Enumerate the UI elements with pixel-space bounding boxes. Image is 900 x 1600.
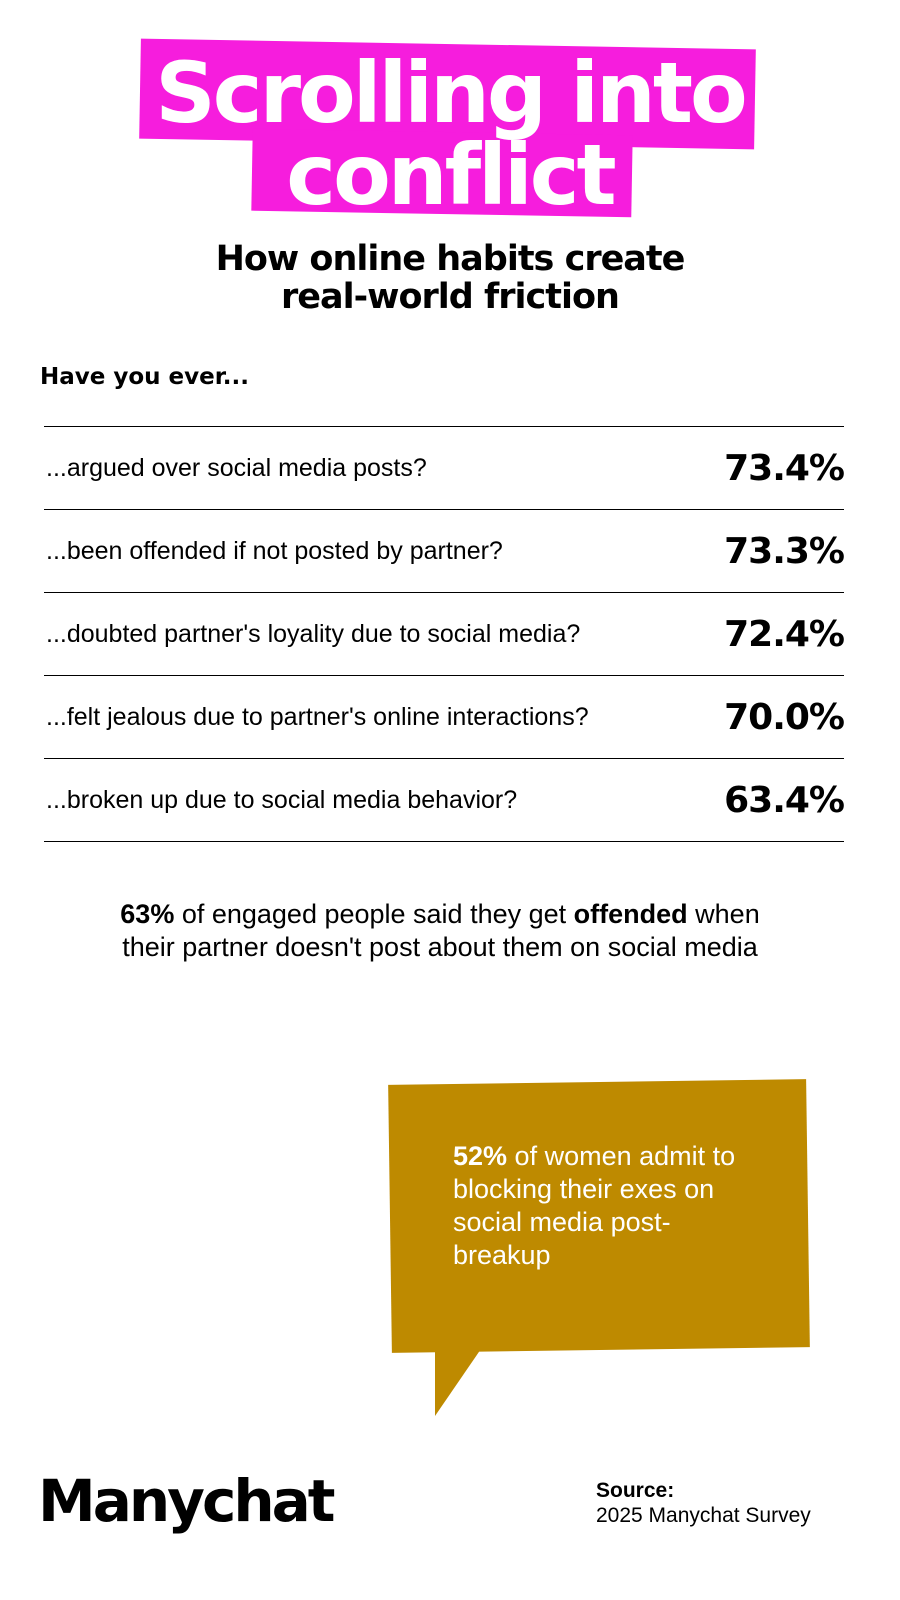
- row-question: ...been offended if not posted by partne…: [46, 536, 503, 565]
- engaged-stat: 63% of engaged people said they get offe…: [100, 898, 780, 964]
- source-label: Source:: [596, 1479, 675, 1502]
- stat-percent: 63%: [120, 899, 175, 929]
- survey-table: ...argued over social media posts? 73.4%…: [44, 426, 845, 842]
- row-question: ...broken up due to social media behavio…: [46, 785, 518, 814]
- stat-emphasis: offended: [573, 899, 688, 929]
- row-question: ...felt jealous due to partner's online …: [46, 702, 589, 731]
- stat-part-1: of engaged people said they get: [174, 899, 574, 929]
- bubble-body: of women admit to blocking their exes on…: [453, 1141, 736, 1270]
- row-value: 63.4%: [724, 779, 845, 821]
- source-note: Source: 2025 Manychat Survey: [596, 1478, 811, 1528]
- row-value: 70.0%: [724, 696, 845, 738]
- row-question: ...argued over social media posts?: [46, 453, 427, 482]
- row-value: 73.4%: [724, 447, 845, 489]
- row-value: 72.4%: [724, 613, 845, 655]
- title-line-1: Scrolling into: [155, 44, 747, 142]
- survey-row: ...broken up due to social media behavio…: [44, 758, 845, 842]
- survey-row: ...argued over social media posts? 73.4%: [44, 426, 845, 509]
- survey-row: ...felt jealous due to partner's online …: [44, 675, 845, 758]
- page-title: Scrolling into conflict: [0, 44, 900, 224]
- subtitle-line-2: real-world friction: [281, 277, 620, 317]
- survey-row: ...doubted partner's loyality due to soc…: [44, 592, 845, 675]
- title-line-2: conflict: [286, 126, 616, 224]
- row-value: 73.3%: [724, 530, 845, 572]
- row-question: ...doubted partner's loyality due to soc…: [46, 619, 581, 648]
- subtitle-line-1: How online habits create: [215, 239, 686, 279]
- stat-part-2: when their partner doesn't post about th…: [122, 899, 760, 962]
- speech-bubble-tail: [435, 1346, 483, 1416]
- question-lead: Have you ever...: [40, 364, 250, 390]
- page-subtitle: How online habits create real-world fric…: [0, 240, 900, 316]
- manychat-logo: Manychat: [38, 1467, 335, 1535]
- survey-row: ...been offended if not posted by partne…: [44, 509, 845, 592]
- bubble-percent: 52%: [453, 1141, 508, 1171]
- speech-bubble-text: 52% of women admit to blocking their exe…: [453, 1140, 753, 1272]
- source-value: 2025 Manychat Survey: [596, 1504, 811, 1527]
